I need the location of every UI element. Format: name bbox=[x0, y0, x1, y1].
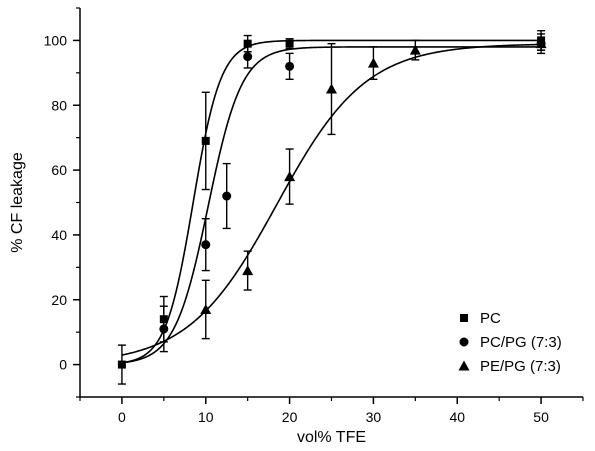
fit-curve bbox=[121, 39, 542, 364]
data-point-triangle bbox=[326, 83, 337, 94]
legend-marker-triangle bbox=[458, 360, 470, 371]
y-tick-label: 80 bbox=[51, 97, 67, 113]
data-point-square bbox=[117, 360, 126, 369]
x-axis-title: vol% TFE bbox=[297, 429, 366, 446]
y-tick-label: 20 bbox=[51, 292, 67, 308]
data-point-square bbox=[243, 39, 252, 48]
data-point-triangle bbox=[200, 303, 212, 314]
data-point-triangle bbox=[284, 171, 296, 182]
x-tick-label: 40 bbox=[449, 409, 465, 425]
data-marks bbox=[117, 29, 547, 385]
data-point-triangle bbox=[409, 44, 421, 55]
x-tick-label: 20 bbox=[282, 409, 298, 425]
data-point-circle bbox=[222, 191, 232, 201]
data-point-triangle bbox=[242, 265, 254, 276]
y-tick-label: 60 bbox=[51, 162, 67, 178]
y-tick-label: 0 bbox=[59, 357, 67, 373]
y-tick-label: 100 bbox=[44, 32, 68, 48]
legend-label: PC/PG (7:3) bbox=[480, 334, 562, 351]
legend: PC PC/PG (7:3) PE/PG (7:3) bbox=[458, 310, 562, 375]
y-tick-label: 40 bbox=[51, 227, 67, 243]
x-tick-label: 50 bbox=[533, 409, 549, 425]
x-tick-label: 0 bbox=[118, 409, 126, 425]
data-point-circle bbox=[243, 52, 253, 62]
data-point-square bbox=[285, 39, 294, 48]
legend-marker-circle bbox=[459, 337, 469, 347]
data-point-circle bbox=[201, 240, 211, 250]
x-tick-label: 10 bbox=[198, 409, 214, 425]
axes: 0 10 20 30 40 50 0 20 40 60 80 100 bbox=[44, 7, 584, 425]
data-point-square bbox=[201, 136, 210, 145]
legend-label: PC bbox=[480, 310, 501, 327]
x-tick-label: 30 bbox=[366, 409, 382, 425]
data-point-circle bbox=[159, 324, 169, 334]
y-axis-title: % CF leakage bbox=[9, 152, 26, 253]
legend-marker-square bbox=[460, 314, 468, 322]
data-point-triangle bbox=[535, 38, 547, 49]
legend-label: PE/PG (7:3) bbox=[480, 358, 561, 375]
data-point-circle bbox=[285, 61, 295, 71]
data-point-triangle bbox=[367, 57, 379, 68]
